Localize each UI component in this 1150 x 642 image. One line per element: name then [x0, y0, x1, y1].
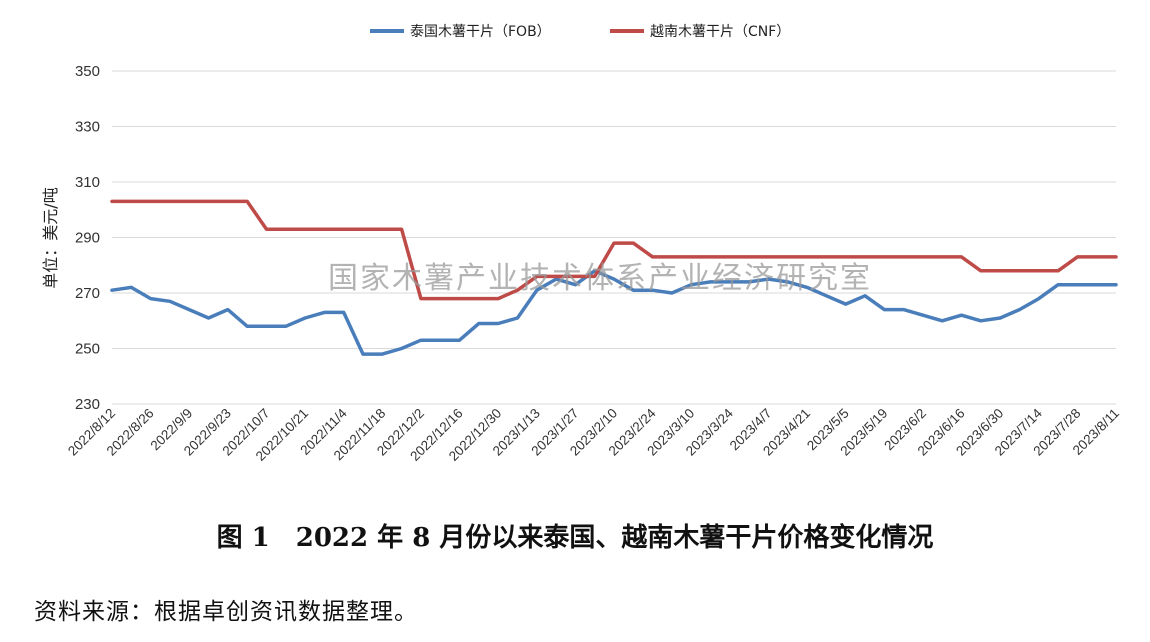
y-tick-label: 230 — [75, 396, 100, 413]
y-tick-label: 250 — [75, 341, 100, 358]
series-lines — [110, 199, 1118, 356]
y-axis-ticks: 230 250 270 290 310 330 350 — [75, 63, 100, 413]
y-tick-label: 290 — [75, 230, 100, 247]
legend-label-thailand: 泰国木薯干片（FOB） — [410, 24, 551, 40]
watermark: 国家木薯产业技术体系产业经济研究室 — [328, 261, 872, 296]
y-tick-label: 330 — [75, 119, 100, 136]
legend: 泰国木薯干片（FOB） 越南木薯干片（CNF） — [370, 24, 790, 40]
y-tick-label: 310 — [75, 174, 100, 191]
price-line-chart: 230 250 270 290 310 330 350 2022/8/122022/8/26… — [41, 24, 1122, 464]
figure-caption: 图 1 2022 年 8 月份以来泰国、越南木薯干片价格变化情况 — [216, 523, 934, 553]
gridlines — [112, 70, 1116, 405]
x-axis-ticks: 2022/8/122022/8/262022/9/92022/9/232022/… — [65, 405, 1122, 464]
y-axis-label: 单位：美元/吨 — [41, 187, 60, 288]
series-line-vietnam — [110, 199, 1118, 301]
y-tick-label: 270 — [75, 285, 100, 302]
legend-label-vietnam: 越南木薯干片（CNF） — [650, 24, 790, 40]
source-note: 资料来源：根据卓创资讯数据整理。 — [34, 599, 418, 625]
series-line-thailand — [110, 269, 1118, 356]
y-tick-label: 350 — [75, 63, 100, 80]
